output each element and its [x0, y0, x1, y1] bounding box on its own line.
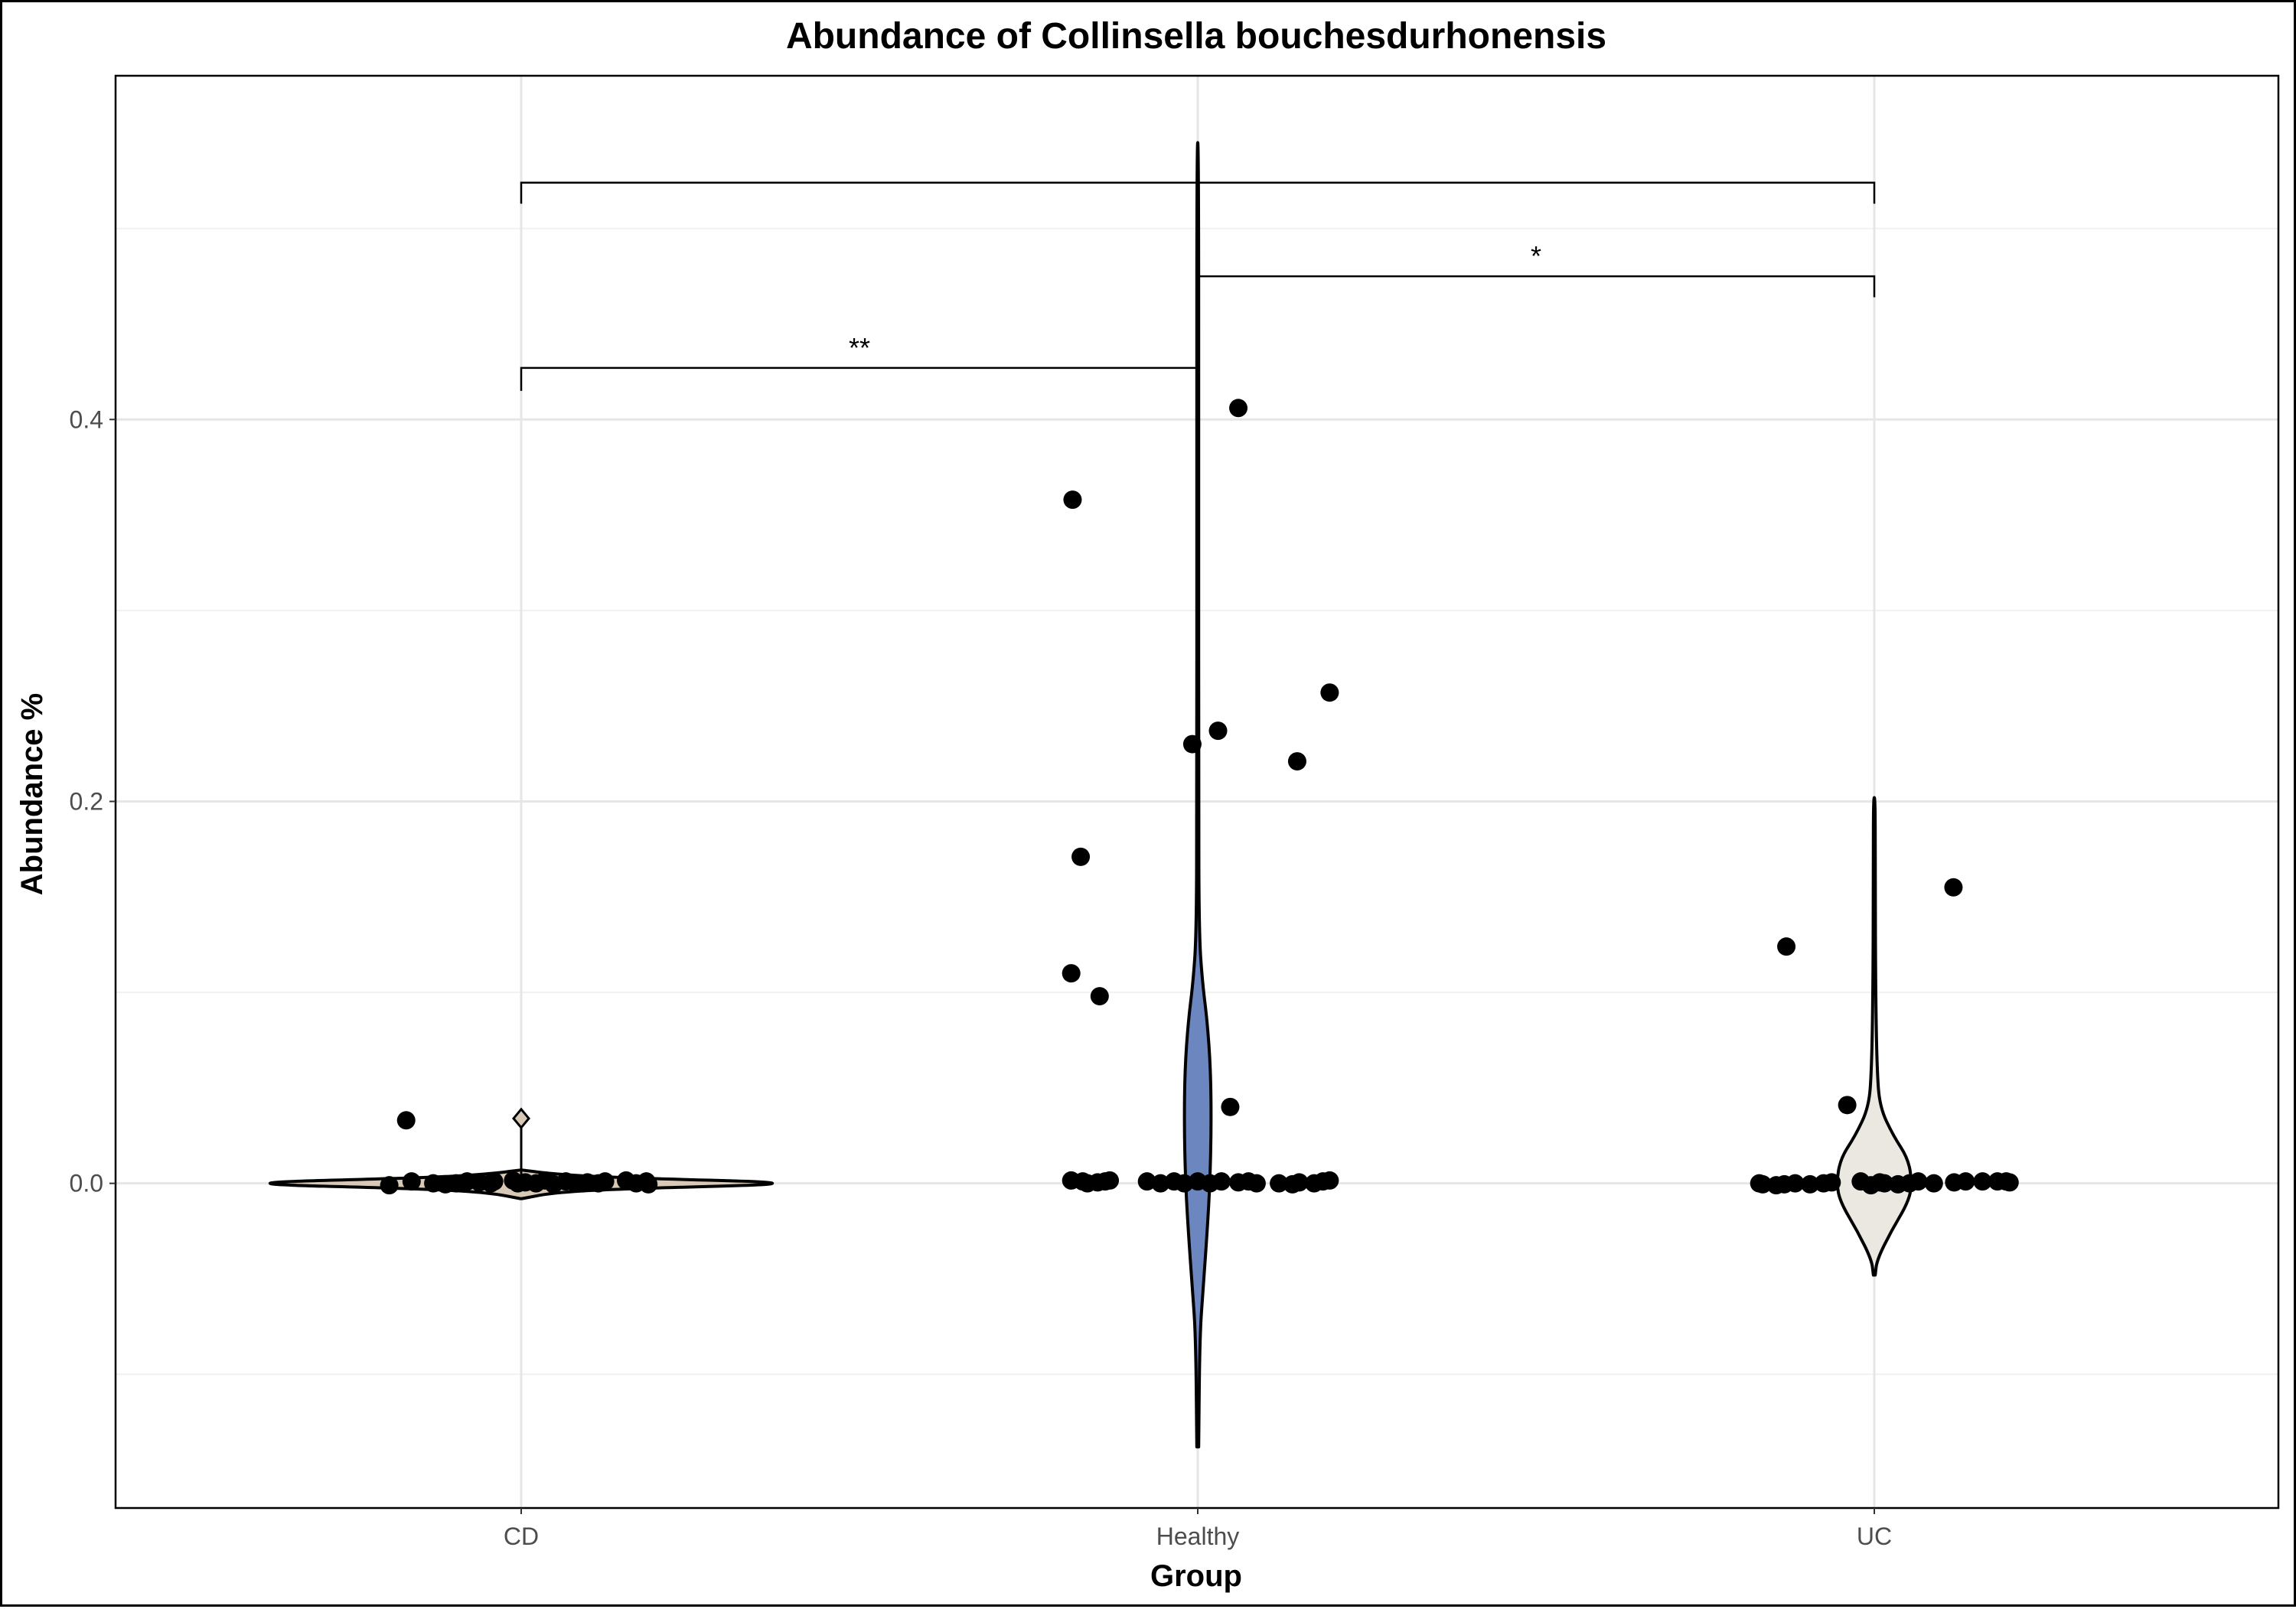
- significance-bracket-CD-UC: [520, 181, 1876, 204]
- point-Healthy-3: [1208, 721, 1228, 741]
- significance-label-CD-Healthy: **: [849, 332, 870, 363]
- point-UC-10: [1822, 1173, 1841, 1192]
- point-Healthy-0: [1063, 490, 1082, 510]
- point-CD-0: [396, 1111, 416, 1130]
- y-tick-label-1: 0.2: [70, 787, 103, 815]
- axis-layer: 0.0 0.2 0.4 CD Healthy UC: [70, 406, 1893, 1550]
- point-Healthy-17: [1151, 1174, 1170, 1193]
- violin-UC: [1835, 796, 1913, 1277]
- point-Healthy-7: [1062, 964, 1081, 983]
- violin-Healthy: [1182, 141, 1213, 1449]
- point-UC-0: [1944, 878, 1963, 897]
- point-UC-20: [1956, 1172, 1975, 1191]
- violin-layer: [268, 141, 1913, 1449]
- x-axis-title: Group: [1150, 1559, 1242, 1593]
- point-CD-9: [484, 1172, 504, 1191]
- point-UC-14: [1875, 1174, 1894, 1193]
- point-UC-2: [1838, 1096, 1857, 1115]
- point-Healthy-26: [1270, 1174, 1289, 1193]
- violin-outlier-marker-CD: [512, 1107, 530, 1130]
- point-Healthy-5: [1287, 752, 1306, 771]
- point-Healthy-2: [1320, 683, 1339, 702]
- x-tick-label-Healthy: Healthy: [1156, 1523, 1240, 1550]
- significance-bracket-CD-Healthy: [520, 366, 1199, 391]
- point-Healthy-9: [1221, 1097, 1240, 1116]
- chart-title: Abundance of Collinsella bouchesdurhonen…: [786, 16, 1606, 57]
- point-Healthy-4: [1182, 734, 1202, 754]
- point-Healthy-1: [1229, 399, 1248, 418]
- point-Healthy-19: [1175, 1174, 1194, 1193]
- point-Healthy-25: [1247, 1174, 1266, 1193]
- point-Healthy-22: [1212, 1172, 1231, 1191]
- point-CD-1: [380, 1176, 399, 1195]
- point-CD-20: [595, 1172, 615, 1191]
- point-Healthy-28: [1290, 1173, 1309, 1192]
- point-layer: [380, 399, 2019, 1195]
- point-UC-1: [1777, 937, 1796, 956]
- significance-bracket-Healthy-UC: [1196, 275, 1876, 298]
- point-CD-24: [639, 1174, 658, 1194]
- point-Healthy-6: [1071, 847, 1091, 866]
- y-tick-label-2: 0.4: [70, 406, 103, 433]
- x-tick-label-UC: UC: [1857, 1523, 1892, 1550]
- x-tick-label-CD: CD: [504, 1523, 539, 1550]
- point-Healthy-16: [1137, 1172, 1156, 1191]
- point-Healthy-15: [1101, 1171, 1120, 1190]
- significance-label-Healthy-UC: *: [1531, 240, 1541, 272]
- point-UC-8: [1801, 1174, 1820, 1194]
- y-tick-label-0: 0.0: [70, 1170, 103, 1197]
- point-UC-18: [1924, 1174, 1943, 1193]
- point-UC-4: [1753, 1174, 1773, 1194]
- point-Healthy-8: [1090, 987, 1109, 1006]
- point-Healthy-31: [1320, 1171, 1339, 1190]
- point-UC-7: [1786, 1174, 1805, 1193]
- point-UC-24: [2000, 1173, 2019, 1192]
- point-UC-21: [1973, 1172, 1992, 1191]
- point-CD-2: [402, 1172, 421, 1191]
- bracket-layer: ***: [520, 181, 1876, 391]
- point-UC-17: [1909, 1172, 1928, 1191]
- y-axis-title: Abundance %: [15, 693, 49, 895]
